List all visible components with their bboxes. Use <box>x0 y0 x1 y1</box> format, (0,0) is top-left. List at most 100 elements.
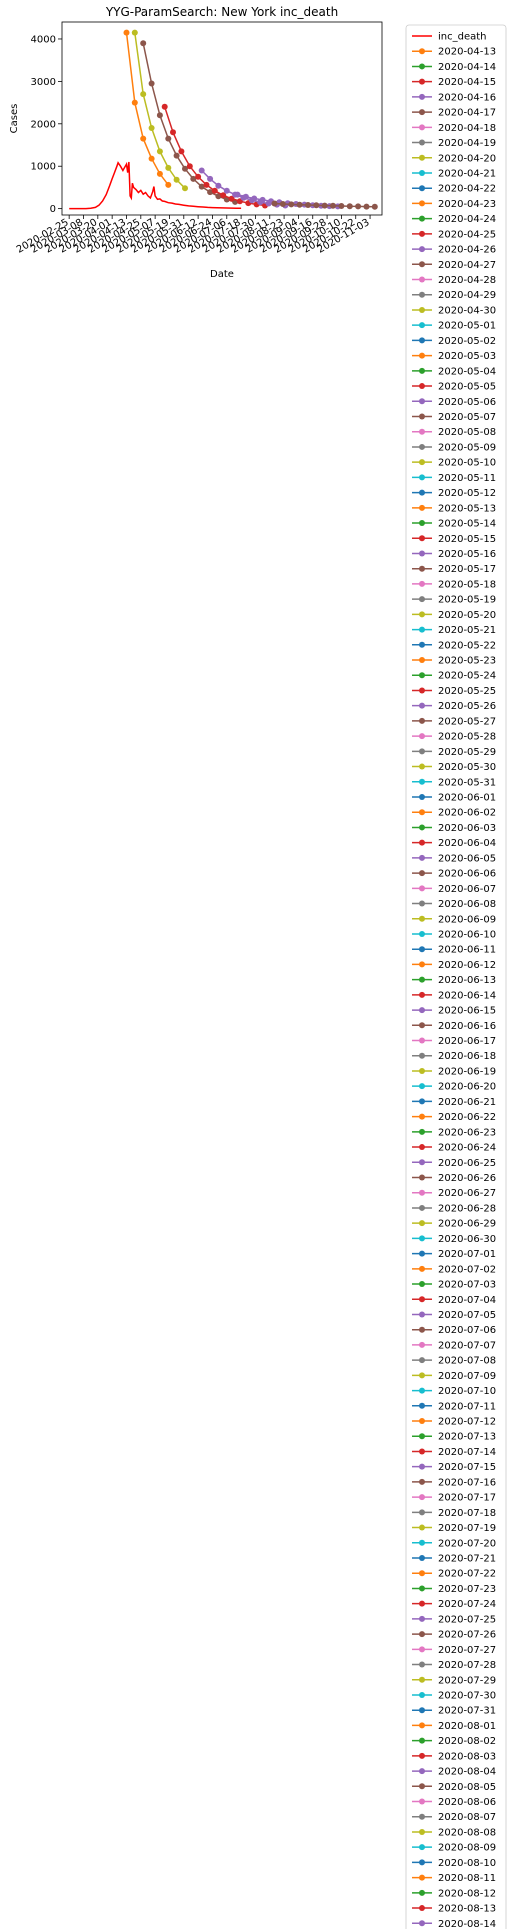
forecast-point-2020-06-15 <box>207 175 214 182</box>
legend-label: 2020-07-12 <box>438 1417 496 1428</box>
legend-item-2020-04-16: 2020-04-16 <box>412 92 496 103</box>
legend-label: 2020-06-17 <box>438 1036 496 1047</box>
forecast-point-2020-04-20 <box>148 125 155 131</box>
legend-item-2020-05-28: 2020-05-28 <box>412 732 496 743</box>
legend-swatch-marker <box>419 1113 425 1120</box>
legend-swatch-marker <box>419 1646 425 1653</box>
legend-label: 2020-06-30 <box>438 1234 496 1245</box>
forecast-point-2020-05-15 <box>186 163 193 170</box>
legend-label: 2020-06-14 <box>438 990 496 1001</box>
legend-label: 2020-06-20 <box>438 1082 496 1093</box>
legend-swatch-marker <box>419 1920 425 1927</box>
legend-item-2020-07-28: 2020-07-28 <box>412 1660 496 1671</box>
legend-item-2020-06-08: 2020-06-08 <box>412 899 496 910</box>
legend-swatch-marker <box>419 839 425 846</box>
legend-swatch-marker <box>419 657 425 664</box>
legend-item-2020-04-28: 2020-04-28 <box>412 275 496 286</box>
legend-swatch-marker <box>419 1570 425 1577</box>
legend-swatch-marker <box>419 1874 425 1881</box>
legend-label: 2020-04-22 <box>438 184 496 195</box>
legend-label: 2020-08-04 <box>438 1767 496 1778</box>
forecast-point-2020-04-27 <box>215 193 222 200</box>
legend-swatch-marker <box>419 1631 425 1638</box>
legend-swatch-marker <box>419 641 425 648</box>
y-tick-label: 0 <box>50 204 56 215</box>
legend-swatch-marker <box>419 1722 425 1729</box>
legend-label: 2020-06-08 <box>438 899 496 910</box>
legend-item-2020-07-23: 2020-07-23 <box>412 1584 496 1595</box>
legend-label: 2020-05-05 <box>438 382 496 393</box>
legend-swatch-marker <box>419 215 425 222</box>
legend-swatch-marker <box>419 991 425 998</box>
legend-label: 2020-06-28 <box>438 1203 496 1214</box>
legend-item-2020-07-03: 2020-07-03 <box>412 1280 496 1291</box>
legend-item-2020-07-26: 2020-07-26 <box>412 1630 496 1641</box>
legend-item-2020-07-24: 2020-07-24 <box>412 1599 496 1610</box>
legend-item-2020-08-03: 2020-08-03 <box>412 1751 496 1762</box>
legend-swatch-marker <box>419 1250 425 1257</box>
legend-swatch-marker <box>419 306 425 313</box>
legend-item-2020-05-02: 2020-05-02 <box>412 336 496 347</box>
legend-item-2020-05-05: 2020-05-05 <box>412 382 496 393</box>
legend-item-2020-08-09: 2020-08-09 <box>412 1843 496 1854</box>
legend-label: 2020-06-04 <box>438 838 496 849</box>
legend-item-2020-07-09: 2020-07-09 <box>412 1371 496 1382</box>
legend-item-2020-07-18: 2020-07-18 <box>412 1508 496 1519</box>
legend-label: 2020-08-02 <box>438 1736 496 1747</box>
legend-item-2020-04-18: 2020-04-18 <box>412 123 496 134</box>
legend-label: 2020-07-14 <box>438 1447 496 1458</box>
legend-swatch-marker <box>419 1296 425 1303</box>
legend-label: 2020-04-27 <box>438 260 496 271</box>
legend-swatch-marker <box>419 276 425 283</box>
forecast-point-2020-04-27 <box>148 80 155 87</box>
legend-label: 2020-05-31 <box>438 777 496 788</box>
legend-swatch-marker <box>419 733 425 740</box>
legend-label: 2020-07-01 <box>438 1249 496 1260</box>
legend-swatch-marker <box>419 930 425 937</box>
y-tick-label: 3000 <box>31 77 56 88</box>
legend-swatch-marker <box>419 1813 425 1820</box>
legend-label: 2020-06-05 <box>438 853 496 864</box>
legend-swatch-marker <box>419 291 425 298</box>
legend-label: 2020-06-15 <box>438 1006 496 1017</box>
legend-label: 2020-08-07 <box>438 1812 496 1823</box>
legend-swatch-marker <box>419 870 425 877</box>
forecast-point-2020-08-15 <box>271 200 278 207</box>
legend-item-2020-07-13: 2020-07-13 <box>412 1432 496 1443</box>
legend-swatch-marker <box>419 550 425 557</box>
legend-label: 2020-07-28 <box>438 1660 496 1671</box>
legend-label: 2020-04-25 <box>438 229 496 240</box>
legend-item-2020-05-16: 2020-05-16 <box>412 549 496 560</box>
legend-item-2020-04-22: 2020-04-22 <box>412 184 496 195</box>
legend-label: 2020-07-19 <box>438 1523 496 1534</box>
legend-label: 2020-05-15 <box>438 534 496 545</box>
legend-swatch-marker <box>419 1341 425 1348</box>
legend-item-2020-06-28: 2020-06-28 <box>412 1203 496 1214</box>
forecast-point-2020-08-15 <box>346 203 353 210</box>
legend-label: 2020-07-16 <box>438 1477 496 1488</box>
legend-swatch-marker <box>419 687 425 694</box>
forecast-point-2020-05-15 <box>203 181 210 188</box>
legend-label: 2020-06-24 <box>438 1143 496 1154</box>
legend-label: 2020-05-07 <box>438 412 496 423</box>
legend-item-2020-05-30: 2020-05-30 <box>412 762 496 773</box>
legend-label: 2020-07-08 <box>438 1356 496 1367</box>
legend-label: 2020-05-26 <box>438 701 496 712</box>
legend-label: 2020-06-26 <box>438 1173 496 1184</box>
legend-swatch-marker <box>419 702 425 709</box>
legend-item-2020-06-17: 2020-06-17 <box>412 1036 496 1047</box>
forecast-point-2020-07-15 <box>234 191 241 198</box>
legend-swatch-marker <box>419 1707 425 1714</box>
legend-item-2020-05-12: 2020-05-12 <box>412 488 496 499</box>
legend-item-2020-07-11: 2020-07-11 <box>412 1401 496 1412</box>
forecast-point-2020-04-27 <box>182 165 188 172</box>
forecast-point-2020-08-15 <box>355 203 362 210</box>
legend-swatch-marker <box>419 1539 425 1546</box>
y-tick-label: 4000 <box>31 34 56 45</box>
forecast-point-2020-06-15 <box>198 167 205 174</box>
forecast-point-2020-08-15 <box>363 203 370 210</box>
forecast-point-2020-08-15 <box>288 201 295 208</box>
forecast-point-2020-08-15 <box>330 202 336 209</box>
actual-line-inc-death <box>69 161 242 210</box>
